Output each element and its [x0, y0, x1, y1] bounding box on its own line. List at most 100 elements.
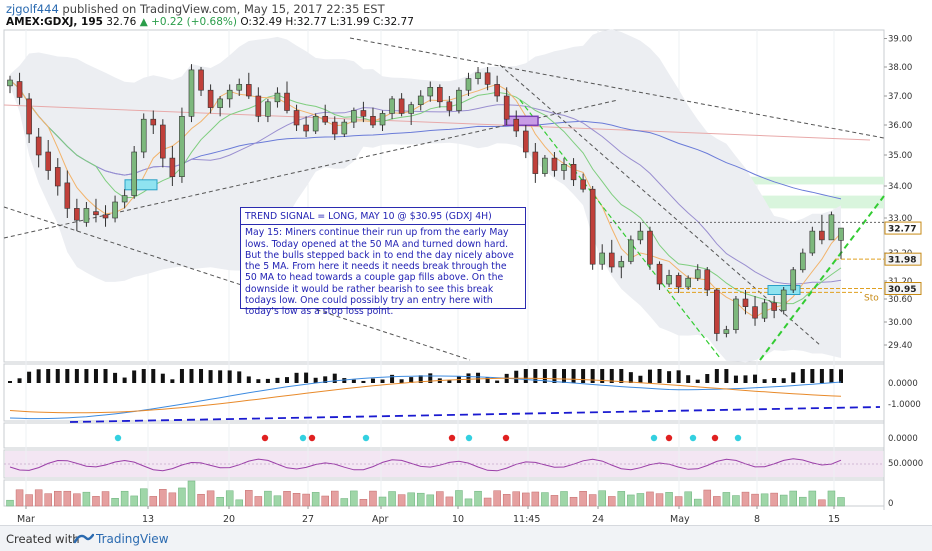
author-link[interactable]: zjgolf444 [6, 2, 59, 16]
histogram-bar [781, 378, 786, 383]
volume-bar [779, 494, 788, 507]
x-tick-label: 10 [452, 514, 464, 524]
volume-tick-label: 0 [888, 499, 893, 509]
volume-bar [168, 492, 177, 507]
volume-bar [120, 490, 129, 507]
histogram-bar [160, 373, 165, 383]
candle-body [255, 95, 262, 117]
published-text: published on TradingView.com, May 15, 20… [62, 2, 385, 16]
signal-dot [711, 434, 719, 442]
histogram-bar [418, 375, 423, 383]
candle-body [446, 101, 453, 111]
volume-bar [34, 489, 43, 507]
candle-body [408, 104, 414, 114]
volume-bar [608, 496, 616, 507]
candle-body [694, 269, 701, 279]
histogram-bar [237, 371, 242, 383]
candle-body [790, 269, 797, 291]
volume-bar [837, 497, 845, 507]
histogram-bar [428, 373, 433, 383]
candle-body [542, 157, 548, 174]
volume-bar [206, 490, 215, 507]
candle-body [494, 84, 500, 97]
histogram-bar [714, 369, 719, 383]
candle-body [150, 118, 157, 126]
indicator-trendline [69, 406, 881, 423]
volume-bar [340, 498, 349, 507]
ma5-line [9, 79, 842, 318]
candle-body [226, 89, 233, 100]
candle-body [828, 214, 835, 241]
candle-body [742, 298, 749, 307]
volume-bar [579, 490, 587, 507]
trend-signal-annotation[interactable]: TREND SIGNAL = LONG, MAY 10 @ $30.95 (GD… [240, 207, 526, 317]
volume-bar [655, 493, 664, 507]
signal-dot [308, 434, 316, 442]
price-tick-label: 30.00 [888, 318, 912, 328]
histogram-bar [208, 370, 213, 383]
footer-bar: Created with TradingView [0, 525, 932, 551]
chart-canvas[interactable]: Gap FillGap FillSto39.0038.0037.0036.003… [0, 28, 932, 524]
candle-body [513, 118, 520, 132]
candle-body [723, 329, 730, 334]
histogram-bar [103, 369, 108, 383]
histogram-bar [265, 378, 270, 383]
candle-body [351, 110, 357, 123]
volume-bar [445, 496, 454, 507]
candle-body [733, 298, 739, 330]
candle-body [599, 252, 606, 265]
tradingview-logo-icon [74, 533, 94, 544]
pane-frame-1 [3, 363, 885, 422]
candle-body [217, 98, 223, 108]
symbol-name[interactable]: AMEX:GDXJ, 195 [6, 16, 103, 28]
histogram-bar [141, 369, 146, 383]
volume-bar [25, 494, 33, 507]
highlight-box [124, 179, 158, 191]
candle-body [93, 211, 99, 216]
histogram-bar [647, 369, 652, 383]
candle-body [322, 116, 329, 123]
x-tick-label: 11:45 [513, 514, 540, 524]
candle-body [74, 208, 80, 221]
histogram-bar [743, 375, 748, 383]
histogram-bar [390, 374, 395, 383]
histogram-bar [476, 372, 481, 383]
histogram-bar [819, 369, 824, 383]
tradingview-brand[interactable]: TradingView [96, 532, 169, 546]
candle-body [675, 275, 682, 288]
volume-bar [92, 496, 100, 507]
histogram-bar [36, 369, 41, 383]
signal-dot [299, 434, 307, 442]
highlight-box [504, 115, 539, 127]
candle-body [140, 118, 147, 153]
histogram-bar [686, 375, 691, 383]
histogram-bar [695, 379, 700, 383]
histogram-bar [8, 381, 12, 383]
candle-body [618, 261, 625, 268]
price-tag-label: 30.95 [888, 285, 916, 295]
candle-body [580, 179, 586, 190]
candle-body [398, 98, 405, 114]
indicator-tick-label: 0.0000 [888, 434, 918, 444]
created-with-text: Created with [6, 532, 80, 546]
volume-bar [560, 491, 568, 507]
candle-body [656, 263, 663, 285]
x-tick-label: 27 [302, 514, 314, 524]
volume-bar [216, 496, 224, 507]
pane-frame-2 [3, 422, 885, 449]
x-tick-label: 8 [754, 514, 760, 524]
candle-body [236, 84, 243, 91]
candle-body [570, 164, 577, 181]
histogram-bar [65, 369, 70, 383]
histogram-bar [657, 369, 662, 383]
price-tag-label: 31.98 [888, 256, 916, 266]
histogram-bar [122, 377, 127, 383]
price-tag-label: 32.77 [888, 225, 916, 235]
histogram-bar [285, 377, 289, 383]
candle-body [245, 84, 252, 97]
candle-body [7, 79, 13, 87]
candle-body [389, 98, 395, 114]
volume-bar [598, 490, 606, 507]
volume-bar [541, 492, 549, 507]
volume-bar [789, 490, 797, 507]
